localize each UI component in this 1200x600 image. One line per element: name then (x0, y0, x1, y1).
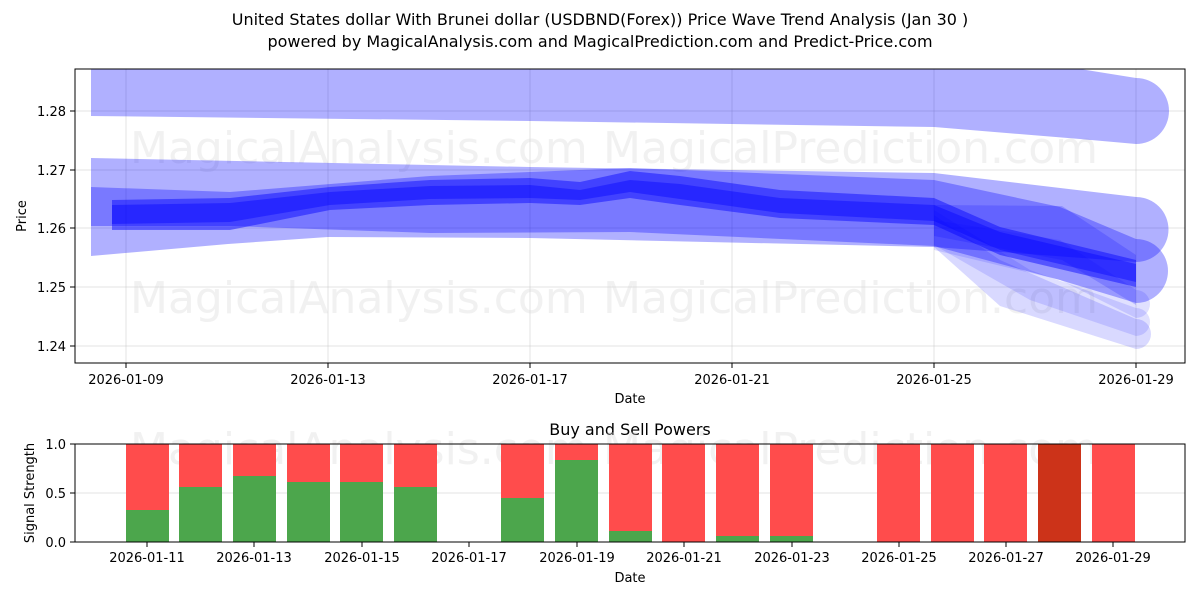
x-tick-label: 2026-01-29 (1098, 373, 1174, 388)
chart-subtitle: powered by MagicalAnalysis.com and Magic… (267, 32, 933, 51)
sell-bar (340, 444, 383, 482)
sell-bar-strong (1038, 444, 1081, 542)
buy-bar (609, 531, 652, 542)
watermark-magicalanalysis: MagicalAnalysis.com (130, 123, 588, 174)
sell-bar (984, 444, 1027, 542)
sell-bar (770, 444, 813, 536)
x-tick-label: 2026-01-25 (896, 373, 972, 388)
price-axes-frame (74, 68, 1186, 364)
sell-bar (1092, 444, 1135, 542)
buy-sell-chart: Buy and Sell Powers MagicalAnalysis.com … (23, 420, 1186, 586)
buy-bar (770, 536, 813, 542)
buy-bar (126, 510, 169, 542)
x-tick-label: 2026-01-21 (694, 373, 770, 388)
buy-bar (555, 460, 598, 542)
x-tick-label: 2026-01-11 (109, 551, 185, 566)
bars (126, 444, 1135, 542)
sell-bar (126, 444, 169, 510)
x-tick-label: 2026-01-13 (290, 373, 366, 388)
x-tick-label: 2026-01-21 (646, 551, 722, 566)
sell-bar (662, 444, 705, 542)
buy-bar (233, 476, 276, 542)
y-tick-label: 1.26 (37, 222, 66, 237)
x-tick-label: 2026-01-09 (88, 373, 164, 388)
y-tick-label: 1.24 (37, 340, 66, 355)
x-tick-label: 2026-01-19 (539, 551, 615, 566)
y-tick-label: 0.5 (45, 487, 66, 502)
y-tick-label: 1.25 (37, 281, 66, 296)
buy-bar (501, 498, 544, 542)
x-tick-label: 2026-01-25 (861, 551, 937, 566)
buy-bar (179, 487, 222, 542)
price-y-axis-label: Price (15, 200, 30, 232)
buy-bar (394, 487, 437, 542)
price-x-axis-label: Date (614, 392, 645, 407)
y-tick-label: 1.0 (45, 438, 66, 453)
sell-bar (716, 444, 759, 536)
sell-bar (179, 444, 222, 487)
x-tick-label: 2026-01-17 (492, 373, 568, 388)
sell-bar (555, 444, 598, 460)
sell-bar (877, 444, 920, 542)
y-tick-label: 1.27 (37, 164, 66, 179)
watermark-magicalanalysis: MagicalAnalysis.com (130, 273, 588, 324)
y-tick-label: 1.28 (37, 105, 66, 120)
sell-bar (394, 444, 437, 487)
price-chart: MagicalAnalysis.com MagicalPrediction.co… (15, 68, 1186, 407)
x-tick-label: 2026-01-29 (1075, 551, 1151, 566)
sell-bar (931, 444, 974, 542)
x-tick-label: 2026-01-17 (431, 551, 507, 566)
chart-title: United States dollar With Brunei dollar … (231, 10, 969, 29)
y-tick-label: 0.0 (45, 536, 66, 551)
sell-bar (233, 444, 276, 476)
x-tick-label: 2026-01-13 (216, 551, 292, 566)
signal-y-axis-label: Signal Strength (23, 443, 38, 543)
sell-bar (501, 444, 544, 498)
buy-sell-title: Buy and Sell Powers (549, 420, 711, 439)
x-tick-label: 2026-01-15 (324, 551, 400, 566)
sell-bar (609, 444, 652, 531)
price-grid (75, 69, 1185, 363)
watermark-magicalprediction: MagicalPrediction.com (603, 123, 1098, 174)
sell-bar (287, 444, 330, 482)
x-tick-label: 2026-01-27 (968, 551, 1044, 566)
signal-x-axis-label: Date (614, 571, 645, 586)
x-tick-label: 2026-01-23 (754, 551, 830, 566)
buy-bar (340, 482, 383, 542)
buy-bar (287, 482, 330, 542)
watermark-magicalprediction: MagicalPrediction.com (603, 273, 1098, 324)
wave-bands (91, 69, 1169, 349)
buy-bar (716, 536, 759, 542)
